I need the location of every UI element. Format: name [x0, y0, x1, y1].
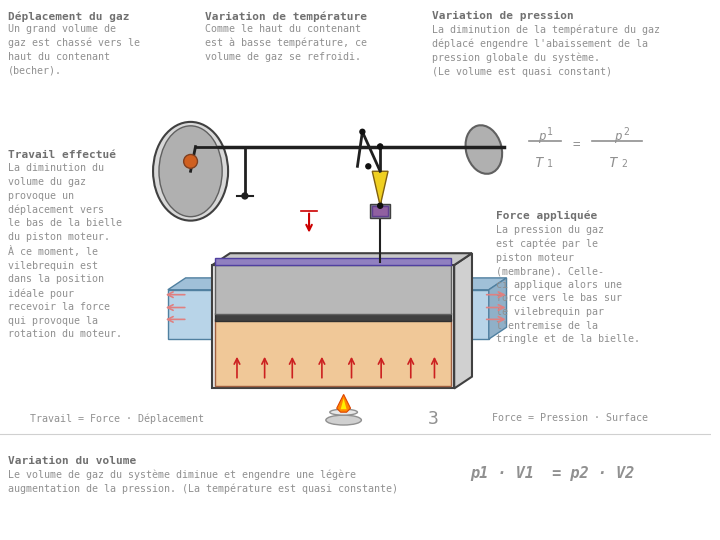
Text: 3: 3 — [428, 410, 438, 428]
Ellipse shape — [184, 154, 197, 168]
Ellipse shape — [366, 164, 371, 169]
Text: Variation de température: Variation de température — [205, 11, 367, 22]
Bar — [215, 258, 451, 265]
Text: Déplacement du gaz: Déplacement du gaz — [8, 11, 130, 22]
Polygon shape — [454, 278, 507, 290]
Ellipse shape — [378, 144, 382, 149]
Ellipse shape — [159, 126, 222, 217]
Polygon shape — [212, 253, 472, 265]
Polygon shape — [168, 278, 230, 290]
Bar — [215, 265, 451, 314]
Text: 1: 1 — [547, 127, 553, 137]
Text: 2: 2 — [623, 127, 629, 137]
Ellipse shape — [378, 204, 382, 208]
Polygon shape — [212, 265, 454, 388]
Polygon shape — [337, 394, 351, 412]
Text: Comme le haut du contenant
est à basse température, ce
volume de gaz se refroidi: Comme le haut du contenant est à basse t… — [205, 24, 367, 62]
Text: La pression du gaz
est captée par le
piston moteur
(membrane). Celle-
ci appliqu: La pression du gaz est captée par le pis… — [495, 225, 639, 344]
Bar — [215, 313, 451, 321]
Polygon shape — [454, 290, 489, 339]
Ellipse shape — [378, 204, 382, 208]
Text: p: p — [538, 130, 546, 143]
Bar — [215, 319, 451, 386]
Text: Travail effectué: Travail effectué — [8, 150, 116, 159]
Ellipse shape — [378, 144, 382, 149]
Text: Force = Pression · Surface: Force = Pression · Surface — [492, 413, 648, 423]
Ellipse shape — [242, 193, 248, 199]
Text: Variation de pression: Variation de pression — [433, 11, 575, 21]
Polygon shape — [212, 278, 230, 339]
Text: T: T — [535, 157, 544, 171]
Polygon shape — [168, 290, 212, 339]
Text: Variation du volume: Variation du volume — [8, 456, 136, 465]
Ellipse shape — [326, 415, 361, 425]
Bar — [370, 204, 390, 218]
Bar — [372, 206, 388, 215]
Text: La diminution du
volume du gaz
provoque un
déplacement vers
le bas de la bielle
: La diminution du volume du gaz provoque … — [8, 164, 122, 340]
Text: 1: 1 — [547, 159, 553, 170]
Text: Le volume de gaz du système diminue et engendre une légère
augmentation de la pr: Le volume de gaz du système diminue et e… — [8, 469, 398, 494]
Text: T: T — [609, 157, 618, 171]
Polygon shape — [341, 399, 346, 409]
Text: 2: 2 — [621, 159, 627, 170]
Polygon shape — [454, 253, 472, 388]
Text: Travail = Force · Déplacement: Travail = Force · Déplacement — [30, 413, 204, 424]
Text: p: p — [614, 130, 621, 143]
Polygon shape — [372, 171, 388, 206]
Text: Un grand volume de
gaz est chassé vers le
haut du contenant
(becher).: Un grand volume de gaz est chassé vers l… — [8, 24, 140, 76]
Text: =: = — [572, 138, 580, 151]
Ellipse shape — [360, 129, 365, 134]
Text: La diminution de la température du gaz
déplacé engendre l'abaissement de la
pres: La diminution de la température du gaz d… — [433, 24, 660, 77]
Ellipse shape — [466, 125, 502, 174]
Ellipse shape — [153, 122, 228, 221]
Text: Force appliquée: Force appliquée — [495, 211, 597, 221]
Ellipse shape — [330, 409, 357, 415]
Polygon shape — [489, 278, 507, 339]
Text: p1 · V1  = p2 · V2: p1 · V1 = p2 · V2 — [470, 465, 634, 481]
